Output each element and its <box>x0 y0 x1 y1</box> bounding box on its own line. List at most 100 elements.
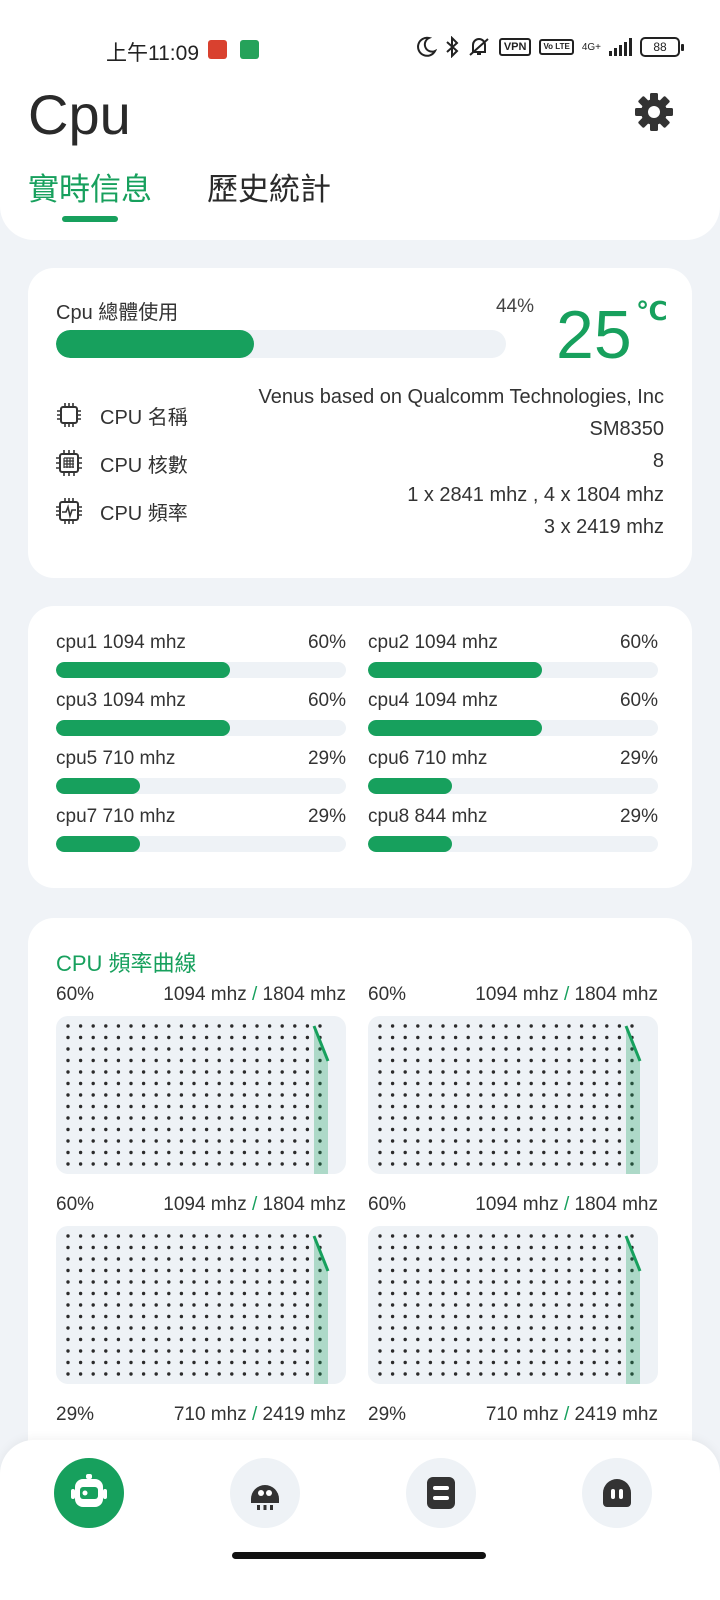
core-bar <box>56 778 346 794</box>
graph-canvas <box>368 1226 658 1384</box>
battery-icon: 88 <box>640 37 684 57</box>
graph-percent: 29% <box>56 1404 95 1425</box>
home-indicator[interactable] <box>232 1552 486 1559</box>
bluetooth-icon <box>446 36 459 58</box>
nav-memory-button[interactable] <box>406 1458 476 1528</box>
cpu-robot-icon <box>71 1474 107 1507</box>
core-percent: 60% <box>619 690 658 711</box>
nav-battery-button[interactable] <box>582 1458 652 1528</box>
overview-card: Cpu 總體使用 44% 25 ℃ CPU 名稱 Venus based on … <box>28 268 692 578</box>
graph-current-freq: 1094 mhz <box>475 984 559 1005</box>
graph-max-freq: 1804 mhz <box>574 1194 658 1215</box>
core-bar <box>368 662 658 678</box>
status-time: 上午11:09 <box>106 42 199 65</box>
nav-cpu-button[interactable] <box>54 1458 124 1528</box>
frequency-icon <box>56 498 82 524</box>
graph-separator: / <box>246 1194 263 1215</box>
tab-realtime[interactable]: 實時信息 <box>28 172 152 207</box>
graph-frequency: 710 mhz / 2419 mhz <box>486 1404 658 1426</box>
graph-plot <box>378 1234 642 1384</box>
graph-canvas <box>368 1016 658 1174</box>
tab-indicator <box>62 216 118 222</box>
graph-max-freq: 2419 mhz <box>574 1404 658 1425</box>
info-row-frequency: CPU 頻率 <box>56 494 188 528</box>
core-bar <box>368 778 658 794</box>
graph-current-freq: 1094 mhz <box>163 984 247 1005</box>
tab-history[interactable]: 歷史統計 <box>207 172 331 207</box>
graph-plot <box>66 1024 330 1174</box>
bottom-nav <box>0 1440 720 1600</box>
core-bar-fill <box>368 720 542 736</box>
graph-canvas <box>56 1226 346 1384</box>
graph-separator: / <box>558 1194 575 1215</box>
graph-frequency: 1094 mhz / 1804 mhz <box>475 984 658 1006</box>
graph-frequency: 710 mhz / 2419 mhz <box>174 1404 346 1426</box>
core-percent: 29% <box>307 806 346 827</box>
signal-icon <box>609 38 632 56</box>
graph-percent: 60% <box>368 1194 407 1215</box>
info-key: CPU 核數 <box>100 454 188 477</box>
graph-frequency: 1094 mhz / 1804 mhz <box>475 1194 658 1216</box>
page-title: Cpu <box>28 83 131 146</box>
graph-max-freq: 1804 mhz <box>574 984 658 1005</box>
graph-plot <box>66 1234 330 1384</box>
memory-icon <box>427 1477 455 1509</box>
core-bar-fill <box>368 836 453 852</box>
graph-line <box>624 1235 642 1272</box>
core-bar-fill <box>368 662 542 678</box>
battery-ghost-icon <box>603 1479 631 1507</box>
graph-separator: / <box>246 1404 263 1425</box>
usage-label: Cpu 總體使用 <box>56 302 179 324</box>
info-key: CPU 頻率 <box>100 502 188 525</box>
vpn-badge: VPN <box>498 38 532 56</box>
cores-icon <box>56 450 82 476</box>
core-bar <box>56 720 346 736</box>
core-name: cpu1 1094 mhz <box>56 632 186 653</box>
gear-icon[interactable] <box>634 92 674 132</box>
graph-max-freq: 1804 mhz <box>262 984 346 1005</box>
core-item: cpu7 710 mhz 29% <box>56 806 346 858</box>
usage-percent: 44% <box>495 296 534 317</box>
graph-frequency: 1094 mhz / 1804 mhz <box>163 1194 346 1216</box>
curves-title: CPU 頻率曲線 <box>56 951 197 976</box>
network-type: 4G+ <box>581 41 601 53</box>
core-name: cpu6 710 mhz <box>368 748 488 769</box>
cpu-cores-value: 8 <box>652 450 664 472</box>
core-item: cpu5 710 mhz 29% <box>56 748 346 800</box>
core-name: cpu7 710 mhz <box>56 806 176 827</box>
cpu-freq-line2: 3 x 2419 mhz <box>543 516 664 538</box>
cpu-freq-line1: 1 x 2841 mhz , 4 x 1804 mhz <box>407 484 664 506</box>
core-percent: 60% <box>307 632 346 653</box>
nav-gpu-button[interactable] <box>230 1458 300 1528</box>
usage-bar-fill <box>56 330 254 358</box>
graph-percent: 60% <box>368 984 407 1005</box>
info-key: CPU 名稱 <box>100 406 188 429</box>
core-percent: 60% <box>619 632 658 653</box>
core-name: cpu2 1094 mhz <box>368 632 498 653</box>
core-percent: 60% <box>307 690 346 711</box>
chip-icon <box>57 403 81 427</box>
core-name: cpu5 710 mhz <box>56 748 176 769</box>
core-item: cpu1 1094 mhz 60% <box>56 632 346 684</box>
graph-percent: 60% <box>56 1194 95 1215</box>
graph-area <box>626 1026 640 1174</box>
graph-max-freq: 2419 mhz <box>262 1404 346 1425</box>
graph-current-freq: 1094 mhz <box>163 1194 247 1215</box>
temperature-unit: ℃ <box>636 296 668 326</box>
core-bar <box>56 662 346 678</box>
core-name: cpu4 1094 mhz <box>368 690 498 711</box>
notification-app-icon <box>208 40 227 59</box>
core-percent: 29% <box>619 806 658 827</box>
usage-bar <box>56 330 506 358</box>
graph-area <box>314 1026 328 1174</box>
core-item: cpu3 1094 mhz 60% <box>56 690 346 742</box>
graph-line <box>624 1025 642 1062</box>
info-row-name: CPU 名稱 <box>56 398 188 432</box>
core-bar <box>368 720 658 736</box>
graph-current-freq: 710 mhz <box>173 1404 247 1425</box>
cpu-name-line2: SM8350 <box>589 418 665 440</box>
core-bar <box>368 836 658 852</box>
core-item: cpu8 844 mhz 29% <box>368 806 658 858</box>
curves-card: CPU 頻率曲線 60% 1094 mhz / 1804 mhz 60% 1094 m… <box>28 918 692 1478</box>
core-percent: 29% <box>619 748 658 769</box>
